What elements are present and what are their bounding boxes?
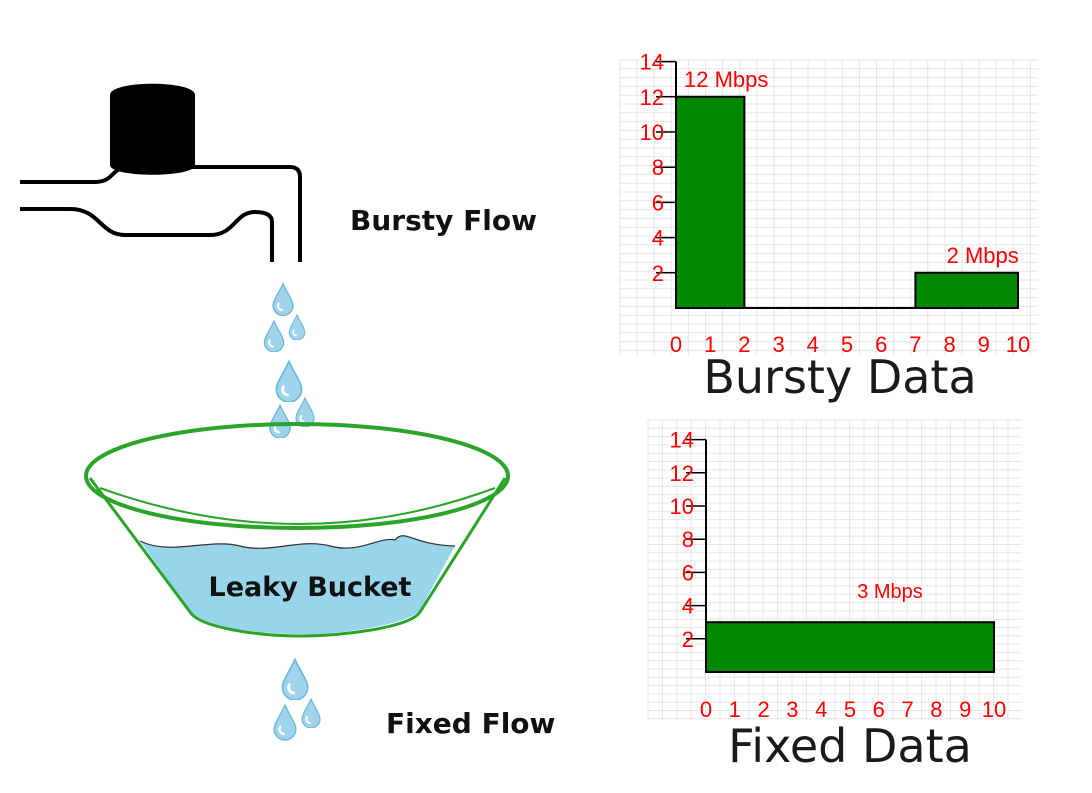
x-tick-label: 2 [738,332,750,357]
x-tick-label: 4 [815,697,827,722]
x-tick-label: 4 [807,332,819,357]
water-drop-icon [288,314,306,340]
x-tick-label: 2 [757,697,769,722]
x-tick-label: 9 [959,697,971,722]
water-drops-bursty [263,282,315,438]
water-drop-icon [268,404,292,438]
y-tick-label: 8 [682,527,694,552]
x-tick-label: 0 [700,697,712,722]
leaky-bucket-icon [84,422,510,638]
water-drops-fixed [273,658,321,741]
y-tick-label: 10 [640,120,664,145]
x-tick-label: 5 [841,332,853,357]
bar [675,95,746,309]
water-drop-icon [272,282,294,316]
y-tick-label: 4 [682,594,694,619]
x-tick-label: 7 [909,332,921,357]
faucet-icon [20,83,302,262]
y-tick-label: 12 [640,85,664,110]
x-tick-label: 8 [943,332,955,357]
bar-data-label: 12 Mbps [684,67,768,92]
x-tick-label: 1 [729,697,741,722]
y-tick-label: 2 [652,261,664,286]
bar-data-label: 3 Mbps [857,581,923,603]
x-tick-label: 9 [978,332,990,357]
water-drop-icon [301,698,321,728]
x-tick-label: 3 [786,697,798,722]
water-drop-icon [275,360,303,402]
chart-grid [647,419,1022,720]
bar [705,621,995,674]
y-tick-label: 2 [682,627,694,652]
fixed-flow-label: Fixed Flow [386,707,555,740]
x-tick-label: 6 [875,332,887,357]
bar [914,271,1020,309]
water-drop-icon [273,703,297,741]
water-drop-icon [281,658,309,700]
chart-title: Bursty Data [703,350,976,404]
y-tick-label: 14 [670,428,694,453]
chart-title: Fixed Data [728,719,972,773]
bursty-flow-label: Bursty Flow [350,204,537,237]
x-tick-label: 1 [704,332,716,357]
y-tick-label: 10 [670,494,694,519]
y-tick-label: 4 [652,226,664,251]
x-tick-label: 10 [1006,332,1030,357]
y-tick-label: 8 [652,155,664,180]
x-tick-label: 3 [772,332,784,357]
x-tick-label: 0 [670,332,682,357]
x-tick-label: 8 [930,697,942,722]
x-tick-label: 10 [982,697,1006,722]
y-tick-label: 6 [652,190,664,215]
x-tick-label: 7 [901,697,913,722]
y-tick-label: 6 [682,560,694,585]
water-drop-icon [263,320,285,352]
x-tick-label: 6 [873,697,885,722]
y-tick-label: 14 [640,50,664,75]
bucket-label: Leaky Bucket [209,572,412,603]
bar-data-label: 2 Mbps [947,243,1019,268]
x-tick-label: 5 [844,697,856,722]
y-tick-label: 12 [670,461,694,486]
